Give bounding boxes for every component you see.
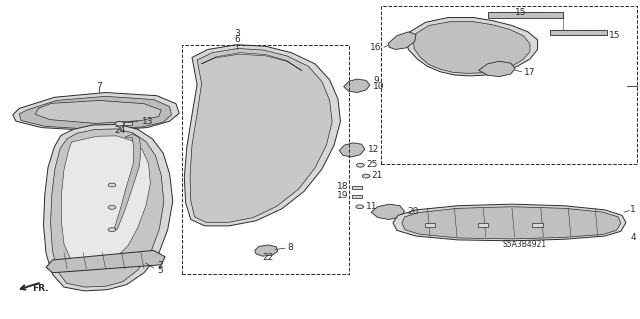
- Text: 2: 2: [157, 261, 163, 270]
- Bar: [478, 223, 488, 227]
- Circle shape: [108, 205, 116, 209]
- Bar: [550, 30, 607, 35]
- Bar: [488, 12, 563, 18]
- Polygon shape: [51, 129, 164, 287]
- Polygon shape: [19, 96, 172, 130]
- Polygon shape: [46, 250, 165, 273]
- Text: 12: 12: [368, 145, 380, 154]
- Polygon shape: [371, 204, 404, 219]
- Text: 14: 14: [639, 82, 640, 91]
- Text: 4: 4: [630, 233, 636, 242]
- Circle shape: [115, 122, 124, 126]
- Circle shape: [108, 183, 116, 187]
- Circle shape: [362, 174, 370, 178]
- Bar: [425, 223, 435, 227]
- Text: 22: 22: [262, 253, 273, 262]
- Text: 1: 1: [630, 205, 636, 214]
- Text: 9: 9: [373, 76, 379, 85]
- Text: 19: 19: [337, 191, 349, 200]
- Text: 6: 6: [234, 35, 239, 44]
- Polygon shape: [402, 207, 621, 239]
- Text: 17: 17: [524, 68, 535, 77]
- Polygon shape: [393, 204, 626, 241]
- Bar: [532, 223, 543, 227]
- Polygon shape: [406, 18, 538, 76]
- Polygon shape: [184, 45, 340, 226]
- Text: 15: 15: [515, 8, 527, 17]
- Text: S5A3B4921: S5A3B4921: [503, 241, 547, 249]
- Text: 24: 24: [114, 126, 125, 135]
- Text: 11: 11: [366, 202, 378, 211]
- Text: 8: 8: [287, 243, 293, 252]
- Text: 18: 18: [337, 182, 349, 191]
- Bar: [352, 195, 362, 198]
- Polygon shape: [339, 143, 365, 157]
- Bar: [124, 122, 132, 125]
- Polygon shape: [190, 48, 332, 222]
- Text: 3: 3: [234, 29, 239, 38]
- Polygon shape: [344, 79, 370, 93]
- Text: 21: 21: [372, 171, 383, 180]
- Text: FR.: FR.: [32, 284, 49, 293]
- Text: 15: 15: [609, 31, 621, 40]
- Polygon shape: [13, 93, 179, 131]
- Circle shape: [356, 163, 364, 167]
- Polygon shape: [413, 22, 530, 73]
- Polygon shape: [255, 245, 278, 256]
- Bar: [352, 186, 362, 189]
- Polygon shape: [479, 61, 515, 77]
- Text: 5: 5: [157, 266, 163, 275]
- Polygon shape: [61, 136, 150, 265]
- Text: 7: 7: [97, 82, 102, 91]
- Polygon shape: [388, 32, 416, 49]
- Polygon shape: [35, 100, 161, 123]
- Text: 25: 25: [366, 160, 378, 169]
- Text: 20: 20: [408, 207, 419, 216]
- Polygon shape: [114, 134, 141, 230]
- Circle shape: [356, 205, 364, 209]
- Text: 16: 16: [370, 43, 381, 52]
- Text: 13: 13: [142, 117, 154, 126]
- Circle shape: [108, 228, 116, 232]
- Text: 10: 10: [373, 82, 385, 91]
- Polygon shape: [44, 124, 173, 291]
